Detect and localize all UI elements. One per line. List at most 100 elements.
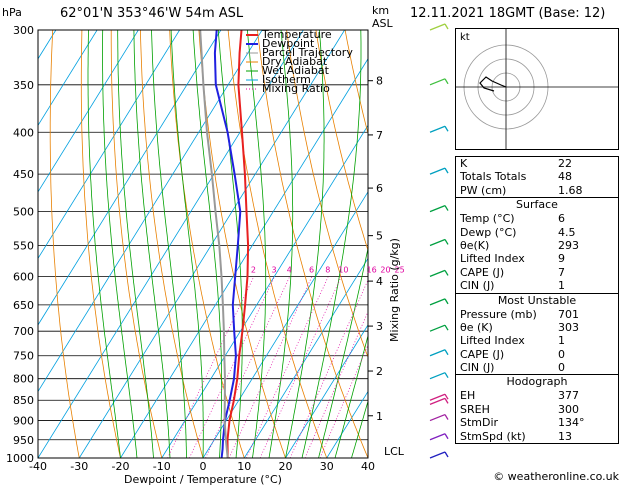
dry-adiabat [257, 30, 368, 458]
wind-barb-flag [444, 349, 449, 356]
surface-key: θe(K) [460, 238, 490, 252]
hodograph-table-title: Hodograph [506, 375, 568, 389]
hodograph-stat-row: StmDir 134° [456, 416, 618, 429]
most-unstable-title: Most Unstable [497, 293, 577, 307]
hodograph-trace [479, 76, 507, 92]
x-tick-label: -10 [153, 460, 171, 473]
lcl-label: LCL [384, 445, 405, 458]
mixing-ratio-label: 16 [367, 265, 377, 274]
km-tick-label: 7 [376, 129, 383, 142]
mixing-ratio-line [246, 276, 329, 458]
wind-barb-flag [444, 78, 449, 85]
wind-barb [429, 349, 446, 357]
legend-entry: Dry Adiabat [262, 55, 328, 68]
pressure-tick-label: 900 [13, 415, 34, 428]
wind-barb [429, 397, 446, 405]
km-tick-label: 2 [376, 365, 383, 378]
most-unstable-value: 0 [558, 361, 565, 375]
x-tick-label: -40 [29, 460, 47, 473]
wind-barb [429, 167, 446, 175]
hodograph-stat-row: StmSpd (kt) 13 [456, 430, 618, 443]
isotherm [202, 191, 368, 458]
wind-barb-flag [444, 298, 449, 305]
wind-barb [429, 125, 446, 133]
km-unit-label: km [372, 4, 390, 17]
wind-barb [429, 269, 446, 278]
forecast-datetime: 12.11.2021 18GMT (Base: 12) [410, 6, 606, 21]
station-location: 62°01'N 353°46'W 54m ASL [60, 6, 244, 21]
surface-value: 293 [558, 238, 579, 252]
pressure-tick-label: 1000 [6, 452, 34, 465]
most-unstable-value: 303 [558, 320, 579, 334]
most-unstable-key: Lifted Index [460, 334, 525, 348]
surface-key: Temp (°C) [460, 212, 515, 226]
legend-entry: Parcel Trajectory [262, 46, 353, 59]
pressure-tick-label: 300 [13, 24, 34, 37]
index-key: Totals Totals [460, 170, 527, 184]
surface-value: 6 [558, 212, 565, 226]
wet-adiabat [351, 399, 368, 458]
hodograph-stat-key: EH [460, 389, 476, 403]
isotherm [38, 30, 180, 260]
legend-entry: Isotherm [262, 73, 311, 86]
wet-adiabat [87, 30, 121, 458]
pressure-tick-label: 700 [13, 325, 34, 338]
index-value: 1.68 [558, 183, 583, 197]
hodograph-stat-value: 13 [558, 429, 572, 443]
x-tick-label: -30 [70, 460, 88, 473]
wind-barb [429, 204, 446, 213]
profile-temperature [226, 30, 250, 458]
surface-row: CAPE (J) 7 [456, 266, 618, 279]
index-row: K 22 [456, 157, 618, 170]
wet-adiabat [247, 30, 267, 458]
wet-adiabat [133, 30, 171, 458]
km-tick-label: 5 [376, 230, 383, 243]
most-unstable-row: θe (K) 303 [456, 321, 618, 334]
wind-barb-flag [444, 270, 449, 276]
mixing-ratio-label: 4 [287, 265, 292, 274]
dry-adiabat [140, 30, 204, 458]
km-tick-label: 8 [376, 75, 383, 88]
wind-barb-flag [444, 239, 449, 245]
legend-entry: Dewpoint [262, 37, 315, 50]
most-unstable-key: CAPE (J) [460, 347, 505, 361]
index-row: PW (cm) 1.68 [456, 184, 618, 197]
mixing-ratio-line [319, 344, 368, 458]
surface-row: Dewp (°C) 4.5 [456, 226, 618, 239]
surface-value: 1 [558, 279, 565, 293]
most-unstable-value: 0 [558, 347, 565, 361]
index-value: 22 [558, 157, 572, 170]
isotherm [78, 30, 345, 458]
wind-barb [429, 393, 446, 401]
pressure-tick-label: 400 [13, 126, 34, 139]
surface-key: CAPE (J) [460, 265, 505, 279]
wind-barb [429, 324, 446, 332]
surface-value: 9 [558, 252, 565, 266]
surface-row: Lifted Index 9 [456, 252, 618, 265]
mixing-ratio-label: 3 [272, 265, 277, 274]
surface-value: 7 [558, 265, 565, 279]
surface-title: Surface [516, 198, 558, 212]
hodograph-stat-row: SREH 300 [456, 403, 618, 416]
most-unstable-key: θe (K) [460, 320, 493, 334]
most-unstable-row: Lifted Index 1 [456, 334, 618, 347]
hodograph-stat-value: 300 [558, 402, 579, 416]
hodograph-unit: kt [460, 32, 470, 43]
isotherm [38, 30, 98, 127]
pressure-tick-label: 600 [13, 270, 34, 283]
x-axis-label: Dewpoint / Temperature (°C) [124, 473, 282, 486]
mixing-ratio-axis-label: Mixing Ratio (g/kg) [388, 238, 401, 342]
x-tick-label: 30 [320, 460, 334, 473]
dry-adiabat [315, 30, 368, 252]
isotherm [38, 30, 304, 458]
dry-adiabat [110, 30, 163, 458]
hodograph-stat-key: StmDir [460, 416, 499, 430]
surface-key: Lifted Index [460, 252, 525, 266]
hodograph-stat-row: EH 377 [456, 389, 618, 402]
mixing-ratio-line [228, 276, 313, 458]
surface-value: 4.5 [558, 225, 576, 239]
wind-barb-flag [444, 23, 449, 30]
hodograph-plot: kt [456, 29, 618, 149]
mixing-ratio-label: 25 [395, 265, 405, 274]
